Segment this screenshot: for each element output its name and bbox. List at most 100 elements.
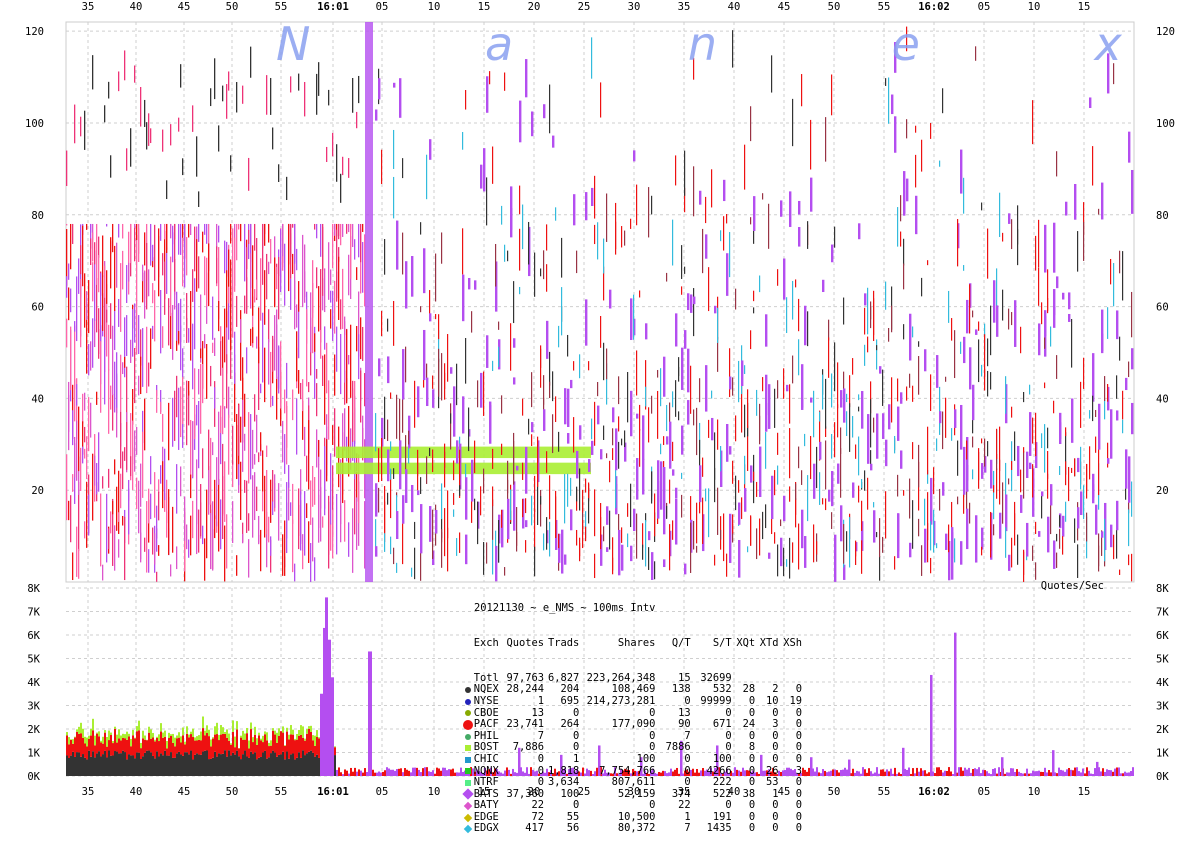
quote-mark <box>1044 424 1045 472</box>
quote-mark <box>465 338 466 384</box>
quote-mark <box>358 224 359 257</box>
quote-mark <box>1044 338 1045 349</box>
stats-cell-quotes: 417 <box>503 823 544 835</box>
quote-mark <box>1092 146 1093 185</box>
quote-mark <box>831 75 832 116</box>
quote-mark <box>801 399 803 407</box>
quote-mark <box>182 377 183 424</box>
quote-mark <box>260 258 261 320</box>
quote-mark <box>732 461 733 484</box>
quote-mark <box>176 376 177 417</box>
quote-mark <box>603 526 604 541</box>
quote-mark <box>750 465 752 482</box>
quote-mark <box>774 470 775 495</box>
quote-mark <box>360 317 361 359</box>
quote-mark <box>522 463 523 480</box>
quote-mark <box>657 481 659 519</box>
quote-mark <box>852 358 853 375</box>
quote-mark <box>66 319 67 348</box>
volume-bar <box>258 733 260 736</box>
stats-cell-xsh: 0 <box>779 823 802 835</box>
volume-bar <box>1076 767 1078 776</box>
quote-mark <box>168 403 169 460</box>
quote-mark <box>1059 413 1061 439</box>
quote-mark <box>356 326 357 351</box>
volume-bar <box>272 728 274 731</box>
quote-mark <box>681 426 683 455</box>
quote-mark <box>274 315 275 370</box>
quote-mark <box>310 318 311 353</box>
volume-bar <box>164 737 166 751</box>
volume-bar <box>264 751 266 776</box>
volume-bar <box>356 772 358 776</box>
quote-mark <box>1080 382 1081 428</box>
volume-bar <box>386 767 388 776</box>
quote-mark <box>292 484 293 524</box>
quote-mark <box>837 362 838 408</box>
quote-mark <box>94 456 95 486</box>
quote-mark <box>981 438 982 443</box>
volume-bar <box>120 753 122 776</box>
volume-bar <box>150 739 152 753</box>
quote-mark <box>465 535 467 565</box>
quote-mark <box>84 111 85 150</box>
quote-mark <box>96 463 97 494</box>
quote-mark <box>903 239 904 266</box>
quote-mark <box>831 434 832 459</box>
volume-bar <box>174 758 176 776</box>
quote-mark <box>765 432 766 469</box>
quote-mark <box>519 229 520 271</box>
volume-bar <box>1024 773 1026 776</box>
quote-mark <box>375 413 376 451</box>
quote-mark <box>156 572 157 582</box>
quote-mark <box>204 334 205 348</box>
volume-bar <box>130 755 132 776</box>
volume-bar <box>325 597 328 776</box>
quote-mark <box>972 311 973 318</box>
volume-bar <box>190 732 192 734</box>
volume-bar <box>430 772 432 776</box>
quote-mark <box>636 185 637 226</box>
quote-mark <box>218 125 219 151</box>
quote-mark <box>1023 451 1024 499</box>
volume-bar <box>160 732 162 754</box>
volume-bar <box>158 734 160 741</box>
volume-bar <box>254 752 256 776</box>
quote-mark <box>172 398 173 447</box>
quote-mark <box>927 260 928 265</box>
volume-bar <box>202 728 204 751</box>
quote-mark <box>525 540 526 552</box>
quote-mark <box>152 528 153 555</box>
volume-bar <box>1056 773 1058 776</box>
quote-mark <box>204 256 205 266</box>
quote-mark <box>88 397 89 451</box>
quote-mark <box>903 171 905 216</box>
quote-mark <box>744 145 745 190</box>
quote-mark <box>600 82 601 117</box>
quote-mark <box>336 463 591 474</box>
volume-bar <box>942 772 944 776</box>
quote-mark <box>1011 312 1012 325</box>
volume-bar <box>354 768 356 776</box>
quote-mark <box>134 224 135 228</box>
quote-mark <box>555 496 556 538</box>
quote-mark <box>1071 319 1072 368</box>
quote-mark <box>100 273 101 342</box>
stats-cell-xqt: 0 <box>732 800 755 812</box>
quote-mark <box>262 450 263 491</box>
quote-mark <box>140 357 141 394</box>
volume-bar <box>306 729 308 734</box>
quote-mark <box>136 427 137 455</box>
quote-mark <box>432 510 433 559</box>
quote-mark <box>402 233 403 275</box>
volume-bar <box>218 753 220 776</box>
quote-mark <box>741 497 742 519</box>
stats-cell-quotes: 1 <box>503 696 544 708</box>
bottom-ytick-right: 8K <box>1156 583 1169 595</box>
quote-mark <box>304 82 305 116</box>
volume-bar <box>66 755 68 776</box>
quote-mark <box>924 529 926 563</box>
quote-mark <box>525 520 527 527</box>
quote-mark <box>468 278 470 289</box>
quote-mark <box>198 256 199 288</box>
